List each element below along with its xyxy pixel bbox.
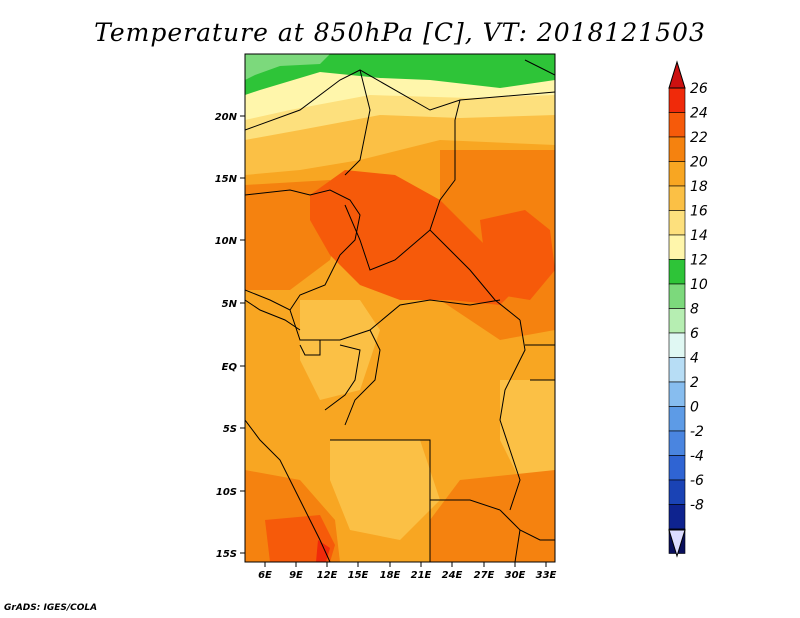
colorbar-swatch xyxy=(668,234,686,260)
colorbar-swatch xyxy=(668,332,686,358)
border-south xyxy=(429,500,521,562)
colorbar-swatch xyxy=(668,381,686,407)
coast-redsea xyxy=(524,59,555,76)
field-18-20-south-interior xyxy=(330,440,440,540)
colorbar-swatch xyxy=(668,308,686,334)
colorbar-swatch xyxy=(668,112,686,138)
field-10-12-northwest xyxy=(245,54,330,80)
coastline-angola xyxy=(245,419,331,562)
lon-label-15e: 15E xyxy=(348,570,369,581)
border-zambia xyxy=(499,509,555,541)
longitude-axis: 6E 9E 12E 15E 18E 21E 24E 27E 30E 33E xyxy=(258,562,557,581)
colorbar-swatch xyxy=(668,210,686,236)
colorbar-swatch xyxy=(668,87,686,113)
colorbar-swatch xyxy=(668,259,686,285)
colorbar-top-arrow xyxy=(668,60,686,89)
lon-label-9e: 9E xyxy=(289,570,303,581)
lat-label-15s: 15S xyxy=(216,549,237,560)
colorbar-swatch xyxy=(668,161,686,187)
field-22-24-southeast xyxy=(430,470,555,562)
colorbar-label: 0 xyxy=(690,400,699,416)
map-title: Temperature at 850hPa [C], VT: 201812150… xyxy=(94,18,706,47)
lon-label-33e: 33E xyxy=(536,570,557,581)
lat-label-15n: 15N xyxy=(215,174,238,185)
colorbar-swatch xyxy=(668,406,686,432)
lat-label-5n: 5N xyxy=(222,299,238,310)
colorbar-swatch xyxy=(668,357,686,383)
lon-label-30e: 30E xyxy=(505,570,526,581)
grads-credit: GrADS: IGES/COLA xyxy=(4,603,98,613)
border-uganda xyxy=(525,344,555,381)
field-18-20-west-interior xyxy=(300,300,380,400)
border-eq-guinea xyxy=(299,340,321,356)
border-car xyxy=(344,204,521,321)
border-chad-sudan xyxy=(429,99,461,231)
colorbar-label: 8 xyxy=(690,302,699,318)
field-24-26-central xyxy=(310,170,520,305)
colorbar-label: 4 xyxy=(690,351,699,367)
lat-label-eq: EQ xyxy=(222,362,238,373)
colorbar-label: 16 xyxy=(690,204,708,220)
colorbar-label: 14 xyxy=(690,228,708,244)
border-angola-drc xyxy=(330,439,501,511)
colorbar-label: 24 xyxy=(690,106,708,122)
border-niger-chad xyxy=(344,69,371,176)
colorbar-swatch xyxy=(668,185,686,211)
lat-label-20n: 20N xyxy=(215,112,238,123)
colorbar-label: 2 xyxy=(690,375,699,391)
lat-label-10n: 10N xyxy=(215,236,238,247)
colorbar-bottom-arrow xyxy=(668,529,686,558)
colorbar-swatch xyxy=(668,455,686,481)
colorbar-label: 18 xyxy=(690,179,708,195)
colorbar-swatch xyxy=(668,504,686,530)
field-26-plus-south xyxy=(316,540,330,562)
country-borders xyxy=(245,59,555,562)
colorbar-label: 6 xyxy=(690,326,699,342)
colorbar-label: 26 xyxy=(690,81,708,97)
colorbar-swatch xyxy=(668,283,686,309)
colorbar-swatch xyxy=(668,430,686,456)
colorbar-label: -6 xyxy=(690,473,704,489)
field-24-26-east xyxy=(480,210,555,300)
coastline-gulf xyxy=(245,299,301,331)
colorbar-label: 20 xyxy=(690,155,708,171)
border-east-lakes xyxy=(499,319,526,511)
lat-label-10s: 10S xyxy=(216,487,237,498)
border-gabon xyxy=(324,344,361,411)
lon-label-24e: 24E xyxy=(442,570,463,581)
colorbar-swatch xyxy=(668,479,686,505)
colorbar-label: -4 xyxy=(690,449,704,465)
colorbar-label: 22 xyxy=(690,130,708,146)
field-12-14-north xyxy=(245,54,555,95)
lon-label-21e: 21E xyxy=(411,570,432,581)
colorbar-swatch xyxy=(668,136,686,162)
latitude-axis: 20N 15N 10N 5N EQ 5S 10S 15S xyxy=(215,112,245,560)
lat-label-5s: 5S xyxy=(223,424,237,435)
colorbar-label: -8 xyxy=(690,498,704,514)
colorbar-swatches xyxy=(668,87,686,554)
lon-label-27e: 27E xyxy=(474,570,495,581)
temperature-field xyxy=(245,54,555,562)
border-congo xyxy=(344,329,381,426)
lon-label-12e: 12E xyxy=(317,570,338,581)
lon-label-18e: 18E xyxy=(380,570,401,581)
lon-label-6e: 6E xyxy=(258,570,272,581)
map-frame xyxy=(244,53,556,563)
field-18-20-east xyxy=(500,380,555,480)
colorbar-label: -2 xyxy=(690,424,704,440)
colorbar-label: 12 xyxy=(690,253,708,269)
colorbar-label: 10 xyxy=(690,277,708,293)
